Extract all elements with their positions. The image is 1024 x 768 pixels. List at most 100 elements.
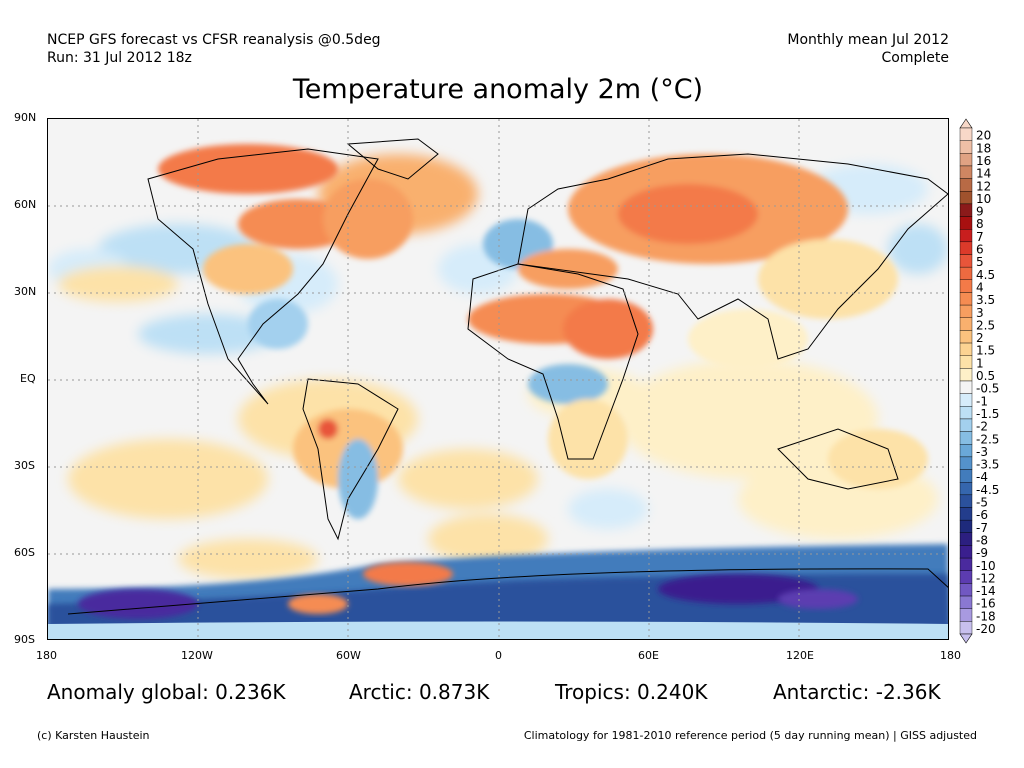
tropics-anomaly: Tropics: 0.240K: [555, 680, 708, 704]
colorbar-swatch: [959, 482, 973, 496]
colorbar-label: -14: [976, 584, 996, 598]
colorbar-swatch: [959, 519, 973, 533]
colorbar-swatch: [959, 545, 973, 559]
colorbar-min-arrow: [959, 633, 973, 644]
colorbar-swatch: [959, 595, 973, 609]
colorbar-swatch: [959, 469, 973, 483]
colorbar-label: -0.5: [976, 382, 999, 396]
colorbar-label: 4.5: [976, 268, 995, 282]
colorbar-label: -3: [976, 445, 988, 459]
colorbar-swatch: [959, 317, 973, 331]
colorbar-label: -1.5: [976, 407, 999, 421]
lat-label: 30S: [14, 459, 35, 472]
map-title: Temperature anomaly 2m (°C): [292, 74, 704, 105]
colorbar-label: 0.5: [976, 369, 995, 383]
arctic-anomaly: Arctic: 0.873K: [349, 680, 490, 704]
colorbar-label: 14: [976, 167, 991, 181]
colorbar-label: -6: [976, 508, 988, 522]
antarctic-cold-band: [48, 544, 948, 639]
completion-status: Complete: [881, 50, 949, 66]
lon-label: 180: [36, 649, 57, 662]
colorbar-label: 1: [976, 356, 984, 370]
colorbar-swatch: [959, 583, 973, 597]
colorbar-label: -5: [976, 496, 988, 510]
antarctic-anomaly: Antarctic: -2.36K: [773, 680, 941, 704]
colorbar-label: 16: [976, 154, 991, 168]
colorbar-label: -4: [976, 470, 988, 484]
colorbar-swatch: [959, 342, 973, 356]
colorbar-label: 20: [976, 129, 991, 143]
colorbar-swatch: [959, 456, 973, 470]
colorbar-swatch: [959, 532, 973, 546]
colorbar-label: -4.5: [976, 483, 999, 497]
lon-label: 0: [495, 649, 502, 662]
colorbar-swatch: [959, 355, 973, 369]
colorbar-label: -2: [976, 420, 988, 434]
anomaly-map-graphic: [48, 119, 948, 639]
coastlines: [67, 138, 948, 615]
colorbar-swatch: [959, 608, 973, 622]
climatology-note: Climatology for 1981-2010 reference peri…: [523, 729, 977, 742]
colorbar-label: -12: [976, 571, 996, 585]
colorbar-swatch: [959, 444, 973, 458]
colorbar-label: 8: [976, 217, 984, 231]
colorbar-swatch: [959, 178, 973, 192]
colorbar-swatch: [959, 127, 973, 141]
colorbar-swatch: [959, 165, 973, 179]
colorbar-swatch: [959, 140, 973, 154]
colorbar-label: -1: [976, 394, 988, 408]
colorbar-swatch: [959, 380, 973, 394]
colorbar-label: -8: [976, 533, 988, 547]
copyright: (c) Karsten Haustein: [37, 729, 150, 742]
colorbar-swatch: [959, 494, 973, 508]
colorbar-label: 2: [976, 331, 984, 345]
colorbar-swatch: [959, 431, 973, 445]
colorbar-label: 7: [976, 230, 984, 244]
colorbar-label: 1.5: [976, 344, 995, 358]
colorbar-swatch: [959, 507, 973, 521]
colorbar-swatch: [959, 266, 973, 280]
global-anomaly: Anomaly global: 0.236K: [47, 680, 286, 704]
colorbar-swatch: [959, 216, 973, 230]
colorbar-max-arrow: [959, 118, 973, 129]
lon-label: 120W: [181, 649, 213, 662]
colorbar-swatch: [959, 254, 973, 268]
colorbar-swatch: [959, 153, 973, 167]
colorbar-swatch: [959, 393, 973, 407]
lat-label: 60S: [14, 546, 35, 559]
colorbar-label: 2.5: [976, 318, 995, 332]
lon-label: 180: [940, 649, 961, 662]
lat-label: 30N: [14, 285, 37, 298]
colorbar-legend: 201816141210987654.543.532.521.510.5-0.5…: [959, 118, 999, 644]
colorbar-label: 4: [976, 280, 984, 294]
colorbar-label: 6: [976, 243, 984, 257]
anomaly-map: [47, 118, 949, 640]
model-run-description: NCEP GFS forecast vs CFSR reanalysis @0.…: [47, 32, 381, 48]
colorbar-label: -18: [976, 609, 996, 623]
colorbar-label: -10: [976, 559, 996, 573]
colorbar-swatch: [959, 191, 973, 205]
colorbar-label: -2.5: [976, 432, 999, 446]
colorbar-label: -16: [976, 597, 996, 611]
land-anomaly-fields: [158, 144, 928, 519]
lat-label: 60N: [14, 198, 37, 211]
colorbar-label: 12: [976, 179, 991, 193]
colorbar-label: 3.5: [976, 293, 995, 307]
colorbar-swatch: [959, 406, 973, 420]
colorbar-swatch: [959, 418, 973, 432]
lon-label: 60W: [336, 649, 361, 662]
colorbar-label: 5: [976, 255, 984, 269]
colorbar-label: -7: [976, 521, 988, 535]
lat-label: 90S: [14, 633, 35, 646]
colorbar-label: -3.5: [976, 458, 999, 472]
colorbar-swatch: [959, 557, 973, 571]
colorbar-swatch: [959, 241, 973, 255]
period-label: Monthly mean Jul 2012: [787, 32, 949, 48]
colorbar-swatch: [959, 292, 973, 306]
run-time: Run: 31 Jul 2012 18z: [47, 50, 192, 66]
colorbar-label: 9: [976, 205, 984, 219]
colorbar-swatch: [959, 228, 973, 243]
colorbar-swatch: [959, 368, 973, 382]
colorbar-swatch: [959, 304, 973, 318]
lon-label: 60E: [638, 649, 659, 662]
